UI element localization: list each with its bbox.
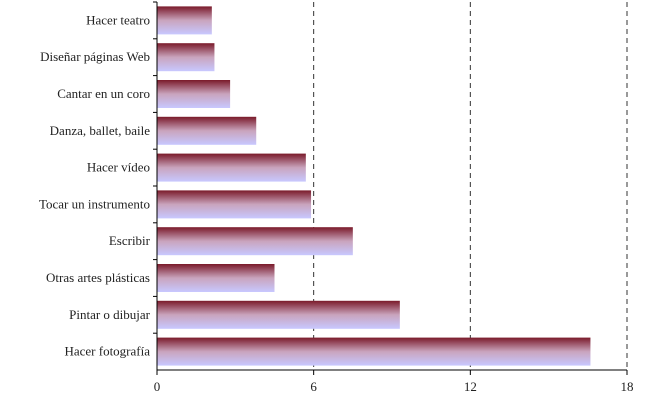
- x-tick-label: 6: [310, 379, 317, 394]
- bar-7: [157, 227, 353, 256]
- bar-6: [157, 190, 312, 219]
- bar-series: [157, 6, 591, 366]
- x-tick-label: 0: [154, 379, 161, 394]
- category-label: Pintar o dibujar: [69, 307, 151, 322]
- bar-3: [157, 80, 231, 108]
- bar-10: [157, 337, 591, 366]
- bar-4: [157, 116, 257, 145]
- category-label: Otras artes plásticas: [46, 270, 150, 285]
- x-tick-label: 18: [621, 379, 634, 394]
- category-labels: Hacer teatro Diseñar páginas Web Cantar en…: [39, 12, 151, 358]
- bar-1: [157, 6, 212, 35]
- category-label: Tocar un instrumento: [39, 196, 150, 211]
- tick-labels: 0 6 12 18: [154, 379, 634, 394]
- category-label: Danza, ballet, baile: [50, 123, 151, 138]
- x-tick-label: 12: [464, 379, 477, 394]
- category-label: Diseñar páginas Web: [40, 49, 150, 64]
- bar-8: [157, 264, 275, 292]
- bar-5: [157, 153, 306, 182]
- axes: [153, 1, 628, 375]
- bar-9: [157, 300, 400, 329]
- category-label: Hacer vídeo: [87, 160, 150, 175]
- category-label: Hacer fotografía: [64, 344, 150, 359]
- category-label: Escribir: [109, 233, 151, 248]
- category-label: Cantar en un coro: [57, 86, 150, 101]
- category-label: Hacer teatro: [86, 12, 150, 27]
- bar-2: [157, 43, 215, 72]
